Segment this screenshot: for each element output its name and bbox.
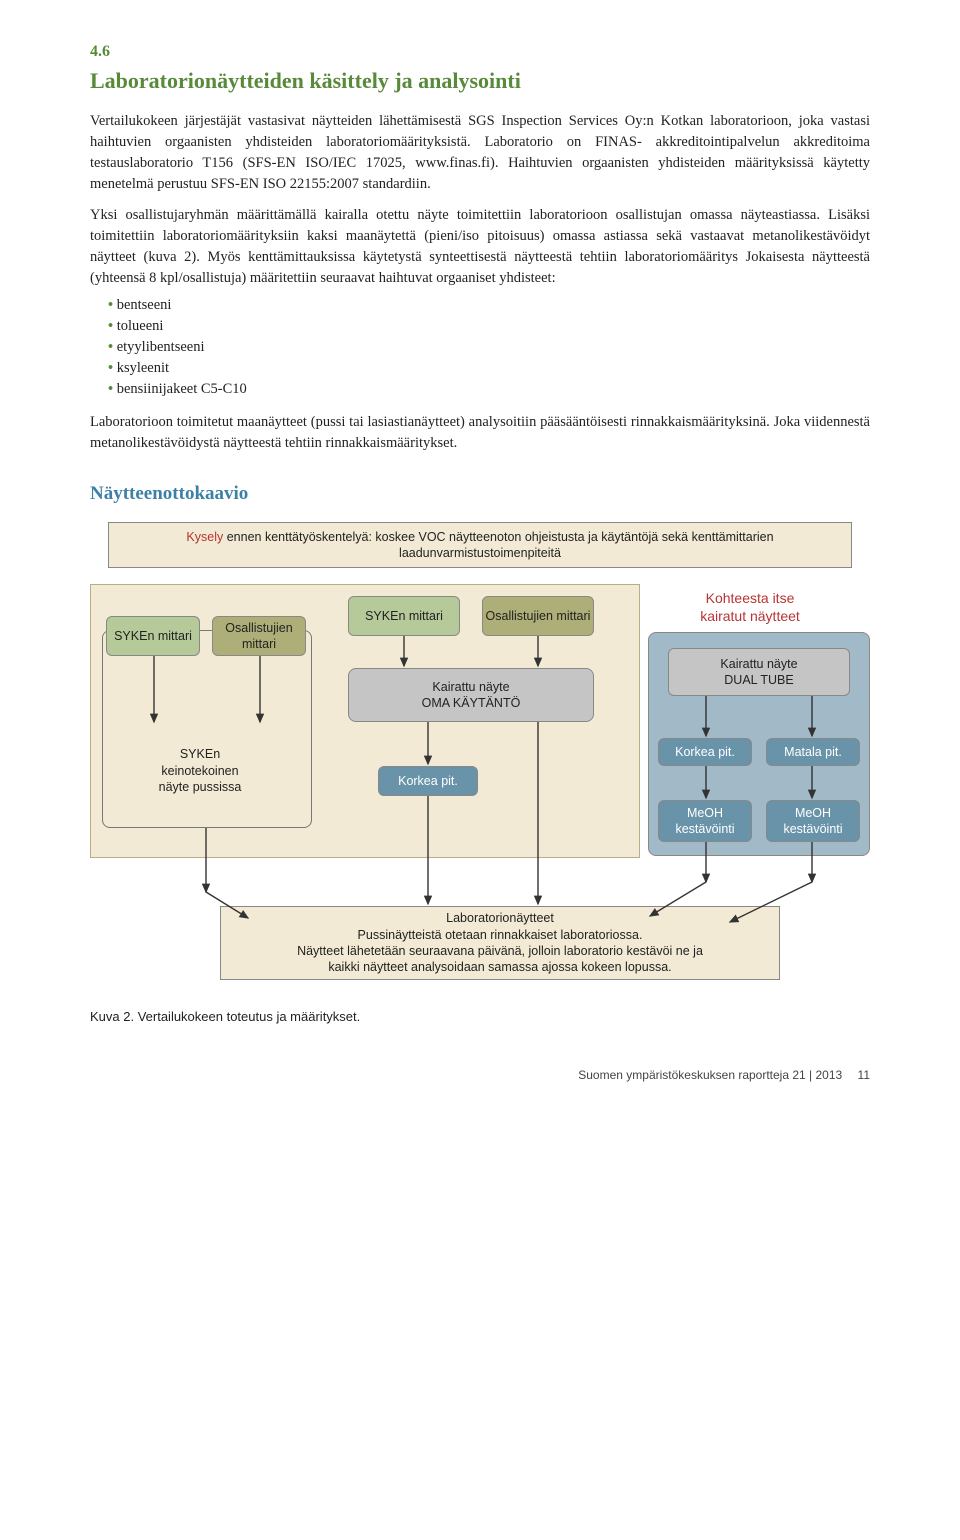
meoh-right: MeOH kestävöinti bbox=[766, 800, 860, 842]
kairattu-oma-box: Kairattu näyte OMA KÄYTÄNTÖ bbox=[348, 668, 594, 722]
page-footer: Suomen ympäristökeskuksen raportteja 21 … bbox=[90, 1067, 870, 1084]
kysely-prefix: Kysely bbox=[186, 530, 223, 544]
osallistujien-mittari-mid: Osallistujien mittari bbox=[482, 596, 594, 636]
osallistujien-mittari-left: Osallistujien mittari bbox=[212, 616, 306, 656]
syke-keinotekoinen-box: SYKEn keinotekoinen näyte pussissa bbox=[130, 736, 270, 806]
paragraph-text: Yksi osallistujaryhmän määrittämällä kai… bbox=[90, 205, 870, 289]
korkea-pit-right: Korkea pit. bbox=[658, 738, 752, 766]
list-item: bentseeni bbox=[108, 295, 870, 316]
matala-pit-right: Matala pit. bbox=[766, 738, 860, 766]
body-paragraph-3: Laboratorioon toimitetut maanäytteet (pu… bbox=[90, 412, 870, 454]
flow-diagram: Kysely ennen kenttätyöskentelyä: koskee … bbox=[90, 522, 870, 982]
list-item: bensiinijakeet C5-C10 bbox=[108, 379, 870, 400]
korkea-pit-mid: Korkea pit. bbox=[378, 766, 478, 796]
kysely-rest: ennen kenttätyöskentelyä: koskee VOC näy… bbox=[223, 530, 773, 560]
kohteesta-label: Kohteesta itse kairatut näytteet bbox=[650, 588, 850, 626]
body-paragraph-1: Vertailukokeen järjestäjät vastasivat nä… bbox=[90, 111, 870, 195]
kysely-box: Kysely ennen kenttätyöskentelyä: koskee … bbox=[108, 522, 852, 568]
figure-caption: Kuva 2. Vertailukokeen toteutus ja määri… bbox=[90, 1008, 870, 1027]
list-item: ksyleenit bbox=[108, 358, 870, 379]
section-title: Laboratorionäytteiden käsittely ja analy… bbox=[90, 65, 870, 97]
meoh-left: MeOH kestävöinti bbox=[658, 800, 752, 842]
kairattu-dual-box: Kairattu näyte DUAL TUBE bbox=[668, 648, 850, 696]
paragraph-text: Laboratorioon toimitetut maanäytteet (pu… bbox=[90, 412, 870, 454]
diagram-title: Näytteenottokaavio bbox=[90, 480, 870, 508]
section-number: 4.6 bbox=[90, 40, 870, 63]
footer-text: Suomen ympäristökeskuksen raportteja 21 … bbox=[578, 1068, 842, 1082]
syke-mittari-left: SYKEn mittari bbox=[106, 616, 200, 656]
paragraph-text: Vertailukokeen järjestäjät vastasivat nä… bbox=[90, 111, 870, 195]
list-item: etyylibentseeni bbox=[108, 337, 870, 358]
list-item: tolueeni bbox=[108, 316, 870, 337]
laboratorio-box: Laboratorionäytteet Pussinäytteistä otet… bbox=[220, 906, 780, 980]
page-number: 11 bbox=[858, 1067, 870, 1084]
bullet-list: bentseeni tolueeni etyylibentseeni ksyle… bbox=[90, 295, 870, 400]
body-paragraph-2: Yksi osallistujaryhmän määrittämällä kai… bbox=[90, 205, 870, 289]
syke-mittari-mid: SYKEn mittari bbox=[348, 596, 460, 636]
